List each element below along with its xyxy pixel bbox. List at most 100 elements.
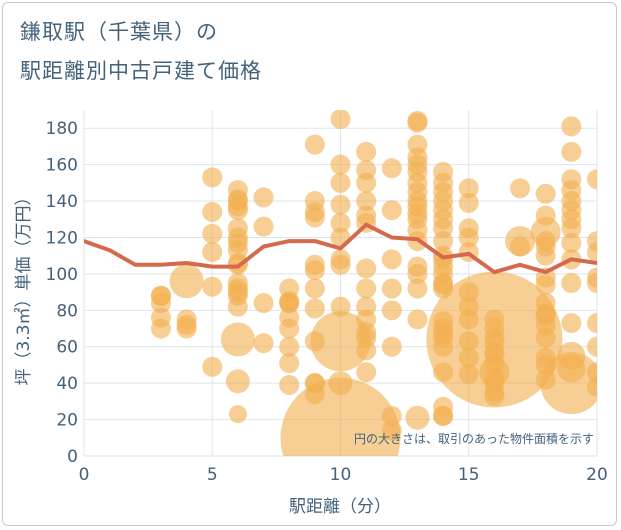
bubble-point <box>253 187 274 208</box>
y-tick-label: 180 <box>46 119 78 139</box>
bubble-point <box>356 191 377 212</box>
bubble-point <box>330 254 351 275</box>
x-tick-label: 5 <box>207 465 218 485</box>
bubble-point <box>356 362 377 383</box>
bubble-point <box>202 223 223 244</box>
bubble-point <box>561 273 582 293</box>
bubble-point <box>381 158 402 179</box>
bubble-point <box>458 192 479 213</box>
bubble-point <box>405 405 430 430</box>
bubble-point <box>587 242 597 263</box>
bubble-point <box>310 311 371 372</box>
bubble-point <box>433 231 454 252</box>
y-axis-title: 坪（3.3㎡）単価（万円） <box>14 188 34 385</box>
bubble-point <box>253 333 274 354</box>
bubble-point <box>169 264 204 299</box>
bubble-point <box>279 374 300 395</box>
bubble-point <box>304 278 325 299</box>
x-tick-label: 0 <box>79 465 90 485</box>
bubble-point <box>202 356 223 377</box>
y-tick-label: 0 <box>67 447 78 467</box>
bubble-point <box>330 172 351 193</box>
bubble-layer <box>150 110 597 456</box>
bubble-point <box>253 216 274 237</box>
bubble-point <box>220 322 255 357</box>
chart-title-line-1: 鎌取駅（千葉県）の <box>20 20 218 44</box>
bubble-point <box>587 313 597 334</box>
bubble-point <box>407 112 428 133</box>
y-tick-label: 60 <box>56 338 78 358</box>
bubble-point <box>433 263 454 284</box>
bubble-point <box>356 258 377 279</box>
bubble-point <box>587 336 597 357</box>
bubble-point <box>356 172 377 193</box>
bubble-point <box>356 340 377 361</box>
y-tick-label: 160 <box>46 156 78 176</box>
average-price-line <box>84 222 597 275</box>
y-tick-label: 100 <box>46 265 78 285</box>
x-tick-label: 10 <box>330 465 352 485</box>
bubble-point <box>381 278 402 299</box>
bubble-point <box>458 178 479 199</box>
bubble-point <box>381 249 402 270</box>
bubble-point <box>484 327 505 348</box>
bubble-point <box>279 336 300 357</box>
bubble-point <box>228 405 247 424</box>
bubble-point <box>202 242 223 263</box>
bubble-point <box>381 300 402 321</box>
y-tick-label: 140 <box>46 192 78 212</box>
bubble-point <box>279 353 300 374</box>
bubble-point <box>304 298 325 319</box>
bubble-point <box>381 405 402 426</box>
bubble-point <box>535 245 556 266</box>
bubble-point <box>535 183 556 204</box>
bubble-point <box>381 200 402 221</box>
y-tick-label: 120 <box>46 228 78 248</box>
bubble-point <box>356 278 377 299</box>
y-tick-label: 20 <box>56 411 78 431</box>
x-axis-title: 駅距離（分） <box>289 497 391 517</box>
bubble-point <box>176 318 197 339</box>
bubble-point <box>484 344 505 365</box>
bubble-point <box>510 178 531 199</box>
bubble-point <box>356 141 377 162</box>
bubble-point <box>304 134 325 155</box>
bubble-point <box>330 212 351 233</box>
bubble-point <box>561 313 582 334</box>
bubble-point <box>561 232 582 253</box>
bubble-point <box>561 141 582 162</box>
bubble-point <box>381 420 402 441</box>
bubble-point <box>202 276 223 297</box>
bubble-point <box>407 278 428 299</box>
bubble-point <box>381 336 402 357</box>
x-tick-label: 20 <box>586 465 608 485</box>
bubble-point <box>279 293 300 314</box>
x-tick-label: 15 <box>458 465 480 485</box>
tick-labels: 0 20 40 60 80 100 120 140 160 180 0 5 10 15 20 <box>46 119 608 485</box>
bubble-point <box>253 293 274 314</box>
bubble-point <box>202 167 223 188</box>
bubble-point <box>330 296 351 317</box>
bubble-point <box>561 116 582 137</box>
bubble-point <box>227 232 248 253</box>
chart-title-line-2: 駅距離別中古戸建て価格 <box>20 59 262 83</box>
bubble-point <box>407 309 428 330</box>
bubble-point <box>557 354 586 383</box>
bubble-point <box>561 218 582 239</box>
bubble-point <box>458 227 479 248</box>
bubble-point <box>330 110 351 130</box>
y-tick-label: 40 <box>56 374 78 394</box>
bubble-point <box>510 236 531 257</box>
bubble-point <box>535 327 556 348</box>
bubble-point <box>433 405 454 426</box>
bubble-point <box>587 376 597 397</box>
bubble-point <box>227 278 248 299</box>
bubble-point <box>304 260 325 281</box>
bubble-point <box>587 273 597 293</box>
bubble-point <box>225 369 250 394</box>
bubble-point <box>535 274 556 295</box>
bubble-point <box>280 377 401 456</box>
bubble-point <box>330 154 351 175</box>
bubble-point <box>279 318 300 339</box>
y-tick-label: 80 <box>56 301 78 321</box>
